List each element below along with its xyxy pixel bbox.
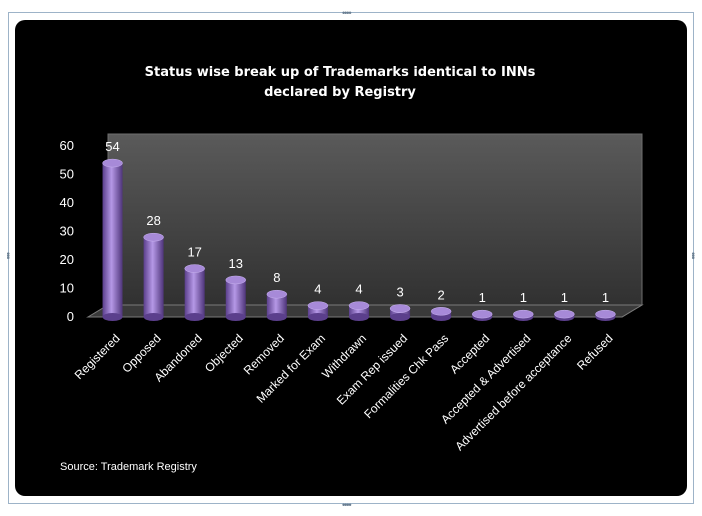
source-note: Source: Trademark Registry bbox=[60, 461, 197, 473]
bar-body bbox=[390, 308, 411, 317]
bar-base bbox=[307, 313, 328, 321]
bar-base bbox=[390, 313, 411, 321]
bar-top bbox=[307, 301, 329, 310]
data-label: 13 bbox=[229, 256, 243, 271]
data-label: 1 bbox=[561, 290, 568, 305]
bar: 17 bbox=[184, 245, 205, 321]
bar-base bbox=[266, 313, 287, 321]
bar: 2 bbox=[430, 287, 452, 321]
bar-top bbox=[143, 232, 164, 242]
x-category-label: Objected bbox=[202, 331, 246, 375]
y-tick-label: 60 bbox=[60, 138, 74, 153]
data-label: 3 bbox=[396, 284, 403, 299]
bar-body bbox=[102, 163, 123, 317]
bar: 28 bbox=[143, 213, 164, 321]
bar: 8 bbox=[266, 270, 288, 321]
bar-base bbox=[143, 313, 164, 321]
bar-body bbox=[184, 268, 205, 317]
y-tick-label: 0 bbox=[67, 309, 74, 324]
y-tick-label: 10 bbox=[60, 281, 74, 296]
bar: 1 bbox=[554, 290, 575, 321]
x-category-label: Exam Rep issued bbox=[334, 331, 410, 407]
bar-body bbox=[266, 294, 287, 317]
y-tick-label: 50 bbox=[60, 167, 74, 182]
y-tick-label: 30 bbox=[60, 224, 74, 239]
bar-base bbox=[102, 313, 123, 321]
bar-base bbox=[225, 313, 246, 321]
resize-handle-left[interactable]: ••• bbox=[3, 252, 13, 259]
data-label: 54 bbox=[105, 139, 119, 154]
y-tick-label: 40 bbox=[60, 195, 74, 210]
data-label: 4 bbox=[314, 282, 321, 297]
bar: 1 bbox=[513, 290, 534, 321]
bar-top bbox=[595, 309, 616, 319]
chart-title: Status wise break up of Trademarks ident… bbox=[145, 65, 536, 100]
data-label: 1 bbox=[520, 290, 527, 305]
bar-body bbox=[143, 237, 164, 317]
chart-title-line-1: Status wise break up of Trademarks ident… bbox=[145, 65, 536, 80]
bar-body bbox=[307, 305, 328, 317]
y-tick-label: 20 bbox=[60, 252, 74, 267]
bar-body bbox=[225, 279, 246, 317]
bar: 1 bbox=[595, 290, 616, 321]
bar-body bbox=[349, 305, 369, 317]
bar: 13 bbox=[225, 256, 247, 321]
x-category-label: Refused bbox=[574, 331, 616, 373]
bar-top bbox=[225, 275, 247, 285]
bar-top bbox=[184, 264, 205, 273]
chart-back-wall bbox=[86, 133, 643, 318]
resize-handle-bottom[interactable]: •••• bbox=[342, 500, 352, 510]
bar: 1 bbox=[471, 290, 493, 321]
data-label: 2 bbox=[438, 287, 445, 302]
x-category-label: Registered bbox=[72, 331, 123, 382]
bar-top bbox=[430, 307, 452, 316]
bar: 54 bbox=[102, 139, 123, 321]
data-label: 8 bbox=[273, 270, 280, 285]
bar: 3 bbox=[389, 284, 411, 321]
bar-top bbox=[554, 309, 575, 319]
resize-handle-right[interactable]: ••• bbox=[688, 252, 698, 259]
resize-handle-top[interactable]: •••• bbox=[342, 8, 352, 18]
data-label: 1 bbox=[479, 290, 486, 305]
data-label: 28 bbox=[146, 213, 160, 228]
bar-base bbox=[184, 313, 205, 321]
bar-top bbox=[513, 309, 534, 319]
data-label: 1 bbox=[602, 290, 609, 305]
bar-top bbox=[389, 304, 411, 313]
bar: 4 bbox=[348, 282, 370, 321]
bar: 4 bbox=[307, 282, 329, 321]
bar-base bbox=[349, 313, 369, 321]
chart-title-line-2: declared by Registry bbox=[264, 85, 416, 100]
data-label: 4 bbox=[355, 282, 362, 297]
bar-top bbox=[348, 301, 370, 310]
bar-top bbox=[266, 289, 288, 299]
bar-top bbox=[471, 309, 493, 319]
data-label: 17 bbox=[187, 245, 201, 260]
bar-top bbox=[102, 158, 123, 168]
